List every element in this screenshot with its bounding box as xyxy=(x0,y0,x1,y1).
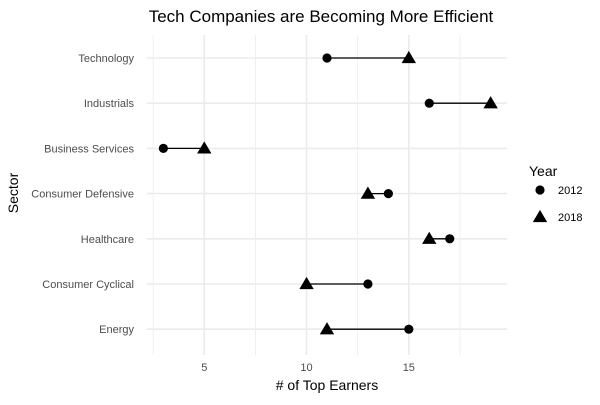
point-2012 xyxy=(383,189,393,199)
point-2018 xyxy=(299,276,314,290)
y-tick-label: Consumer Cyclical xyxy=(42,279,134,291)
legend-label: 2018 xyxy=(558,212,582,224)
axes: 5 10 15 Technology Industrials Business Servi… xyxy=(31,53,415,374)
point-2012 xyxy=(404,324,414,334)
x-tick-label: 10 xyxy=(300,362,312,374)
legend-circle-icon xyxy=(535,185,545,195)
data-layer xyxy=(158,50,498,335)
x-tick-label: 5 xyxy=(201,362,207,374)
y-axis-title: Sector xyxy=(5,172,21,213)
point-2012 xyxy=(424,98,434,108)
point-2018 xyxy=(319,322,335,335)
legend-title: Year xyxy=(529,163,558,179)
point-2018 xyxy=(197,141,212,154)
y-tick-label: Healthcare xyxy=(81,234,134,246)
legend: Year 2012 2018 xyxy=(529,163,582,224)
legend-items: 2012 2018 xyxy=(532,185,582,224)
point-2018 xyxy=(483,96,498,109)
y-tick-label: Business Services xyxy=(44,143,134,155)
point-2012 xyxy=(322,53,332,63)
legend-label: 2012 xyxy=(558,185,582,197)
point-2012 xyxy=(445,234,455,244)
y-tick-label: Energy xyxy=(99,324,134,336)
y-tick-label: Technology xyxy=(78,53,134,65)
legend-triangle-icon xyxy=(532,209,548,223)
y-tick-label: Consumer Defensive xyxy=(31,189,134,201)
chart-title: Tech Companies are Becoming More Efficie… xyxy=(149,7,494,26)
point-2018 xyxy=(401,50,417,64)
gridlines xyxy=(147,35,507,355)
point-2018 xyxy=(360,186,376,199)
point-2012 xyxy=(363,279,373,289)
y-tick-label: Industrials xyxy=(84,98,135,110)
point-2012 xyxy=(158,143,168,153)
x-tick-label: 15 xyxy=(403,362,415,374)
point-2018 xyxy=(422,231,437,244)
x-axis-title: # of Top Earners xyxy=(276,377,378,393)
